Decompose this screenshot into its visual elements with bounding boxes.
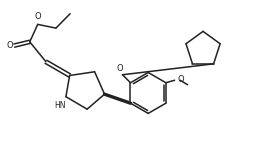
- Text: HN: HN: [54, 101, 66, 110]
- Text: O: O: [178, 75, 184, 84]
- Text: O: O: [117, 64, 123, 73]
- Text: O: O: [35, 12, 41, 21]
- Text: O: O: [7, 41, 13, 50]
